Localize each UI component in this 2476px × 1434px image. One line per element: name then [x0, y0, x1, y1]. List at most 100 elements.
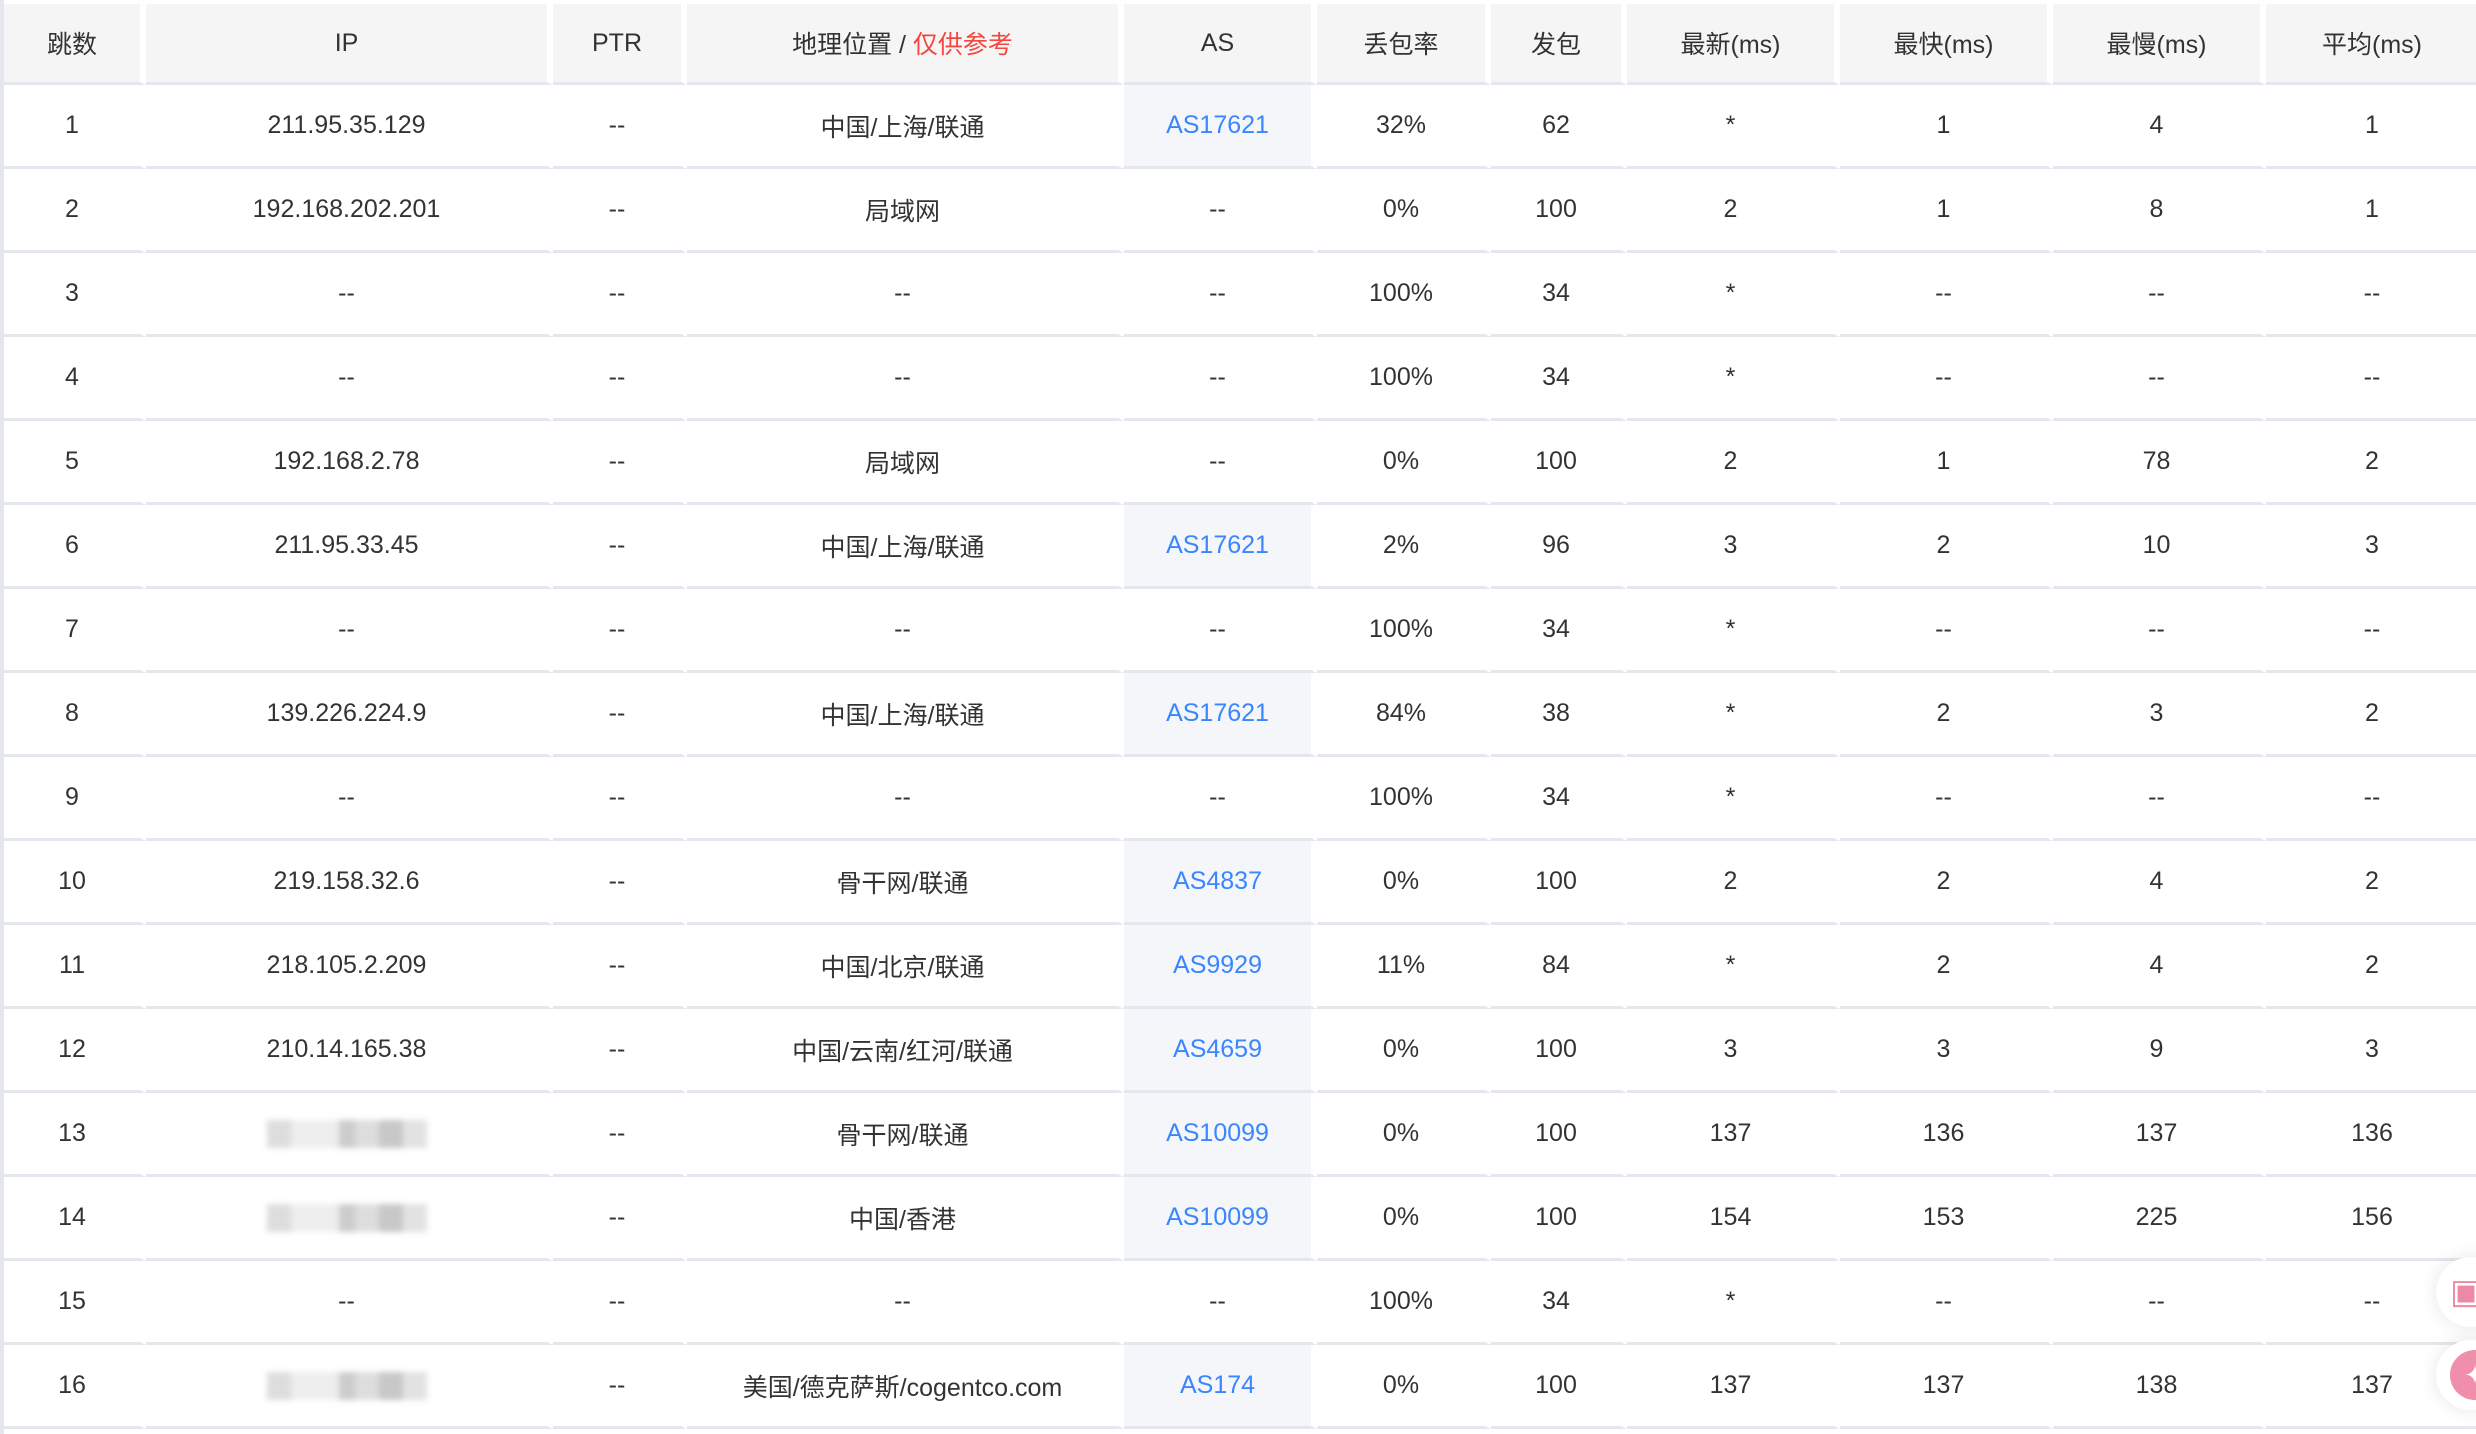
apps-sparkle-icon: ▣	[2450, 1273, 2476, 1311]
cell-ip: 192.168.202.201	[146, 169, 553, 253]
cell-sent: 100	[1491, 421, 1627, 505]
cell-geo: 中国/香港	[687, 1177, 1124, 1261]
cell-loss: 0%	[1317, 1177, 1491, 1261]
header-as: AS	[1124, 4, 1317, 85]
cell-best: --	[1840, 757, 2053, 841]
cell-ptr: --	[553, 673, 687, 757]
cell-best: 2	[1840, 925, 2053, 1009]
table-row: 10 219.158.32.6 -- 骨干网/联通 AS4837 0% 100 2 2 4 2	[4, 841, 2476, 925]
cell-geo: --	[687, 253, 1124, 337]
cell-sent: 34	[1491, 337, 1627, 421]
cell-ip: 192.168.2.78	[146, 421, 553, 505]
cell-as: AS17621	[1124, 673, 1317, 757]
as-link[interactable]: AS10099	[1166, 1119, 1269, 1147]
cell-avg: 1	[2266, 85, 2476, 169]
cell-loss: 0%	[1317, 421, 1491, 505]
cell-loss: 100%	[1317, 1261, 1491, 1345]
table-row: 3 -- -- -- -- 100% 34 * -- -- --	[4, 253, 2476, 337]
cell-hop: 11	[4, 925, 146, 1009]
cell-hop: 3	[4, 253, 146, 337]
as-link[interactable]: AS10099	[1166, 1203, 1269, 1231]
cell-avg: 156	[2266, 1177, 2476, 1261]
cell-last: *	[1627, 85, 1840, 169]
cell-as: AS17621	[1124, 85, 1317, 169]
cell-hop: 13	[4, 1093, 146, 1177]
cell-hop: 15	[4, 1261, 146, 1345]
cell-worst: 3	[2053, 673, 2266, 757]
cell-geo: 中国/上海/联通	[687, 673, 1124, 757]
cell-geo: 中国/北京/联通	[687, 925, 1124, 1009]
cell-worst: --	[2053, 589, 2266, 673]
table-row: 6 211.95.33.45 -- 中国/上海/联通 AS17621 2% 96 3 2 10 3	[4, 505, 2476, 589]
cell-ptr: --	[553, 85, 687, 169]
cell-avg: 3	[2266, 505, 2476, 589]
as-link[interactable]: AS174	[1179, 1371, 1256, 1399]
cell-last: *	[1627, 673, 1840, 757]
cell-last: 3	[1627, 1009, 1840, 1093]
cell-best: --	[1840, 337, 2053, 421]
header-ip: IP	[146, 4, 553, 85]
cell-ptr: --	[553, 925, 687, 1009]
table-row: 15 -- -- -- -- 100% 34 * -- -- --	[4, 1261, 2476, 1345]
cell-best: 2	[1840, 841, 2053, 925]
cell-best: 1	[1840, 169, 2053, 253]
cell-loss: 2%	[1317, 505, 1491, 589]
cell-geo: 骨干网/联通	[687, 841, 1124, 925]
table-row: 11 218.105.2.209 -- 中国/北京/联通 AS9929 11% 84 * 2 4 2	[4, 925, 2476, 1009]
as-link[interactable]: AS4659	[1173, 1035, 1262, 1063]
cell-sent: 100	[1491, 169, 1627, 253]
cell-best: 2	[1840, 505, 2053, 589]
cell-as: AS10099	[1124, 1177, 1317, 1261]
cell-last: *	[1627, 1261, 1840, 1345]
as-link[interactable]: AS4837	[1173, 867, 1262, 895]
cell-worst: 4	[2053, 925, 2266, 1009]
as-link[interactable]: AS9929	[1173, 951, 1262, 979]
cell-worst: 225	[2053, 1177, 2266, 1261]
cell-ptr: --	[553, 505, 687, 589]
redacted-ip	[266, 1120, 427, 1149]
cell-loss: 0%	[1317, 1345, 1491, 1429]
cell-avg: --	[2266, 589, 2476, 673]
cell-hop: 7	[4, 589, 146, 673]
cell-geo: --	[687, 757, 1124, 841]
cell-geo: 局域网	[687, 421, 1124, 505]
as-link[interactable]: AS17621	[1166, 111, 1269, 139]
cell-loss: 100%	[1317, 253, 1491, 337]
cell-avg: 136	[2266, 1093, 2476, 1177]
cell-ptr: --	[553, 421, 687, 505]
cell-geo: --	[687, 337, 1124, 421]
cell-ip: --	[146, 589, 553, 673]
cell-last: 3	[1627, 505, 1840, 589]
cell-ptr: --	[553, 1009, 687, 1093]
cell-hop: 4	[4, 337, 146, 421]
cell-best: 137	[1840, 1345, 2053, 1429]
cell-sent: 62	[1491, 85, 1627, 169]
table-row: 2 192.168.202.201 -- 局域网 -- 0% 100 2 1 8 1	[4, 169, 2476, 253]
cell-last: 2	[1627, 841, 1840, 925]
cell-sent: 100	[1491, 841, 1627, 925]
cell-geo: 中国/云南/红河/联通	[687, 1009, 1124, 1093]
cell-ptr: --	[553, 757, 687, 841]
cell-ip: --	[146, 1261, 553, 1345]
header-avg: 平均(ms)	[2266, 4, 2476, 85]
cell-worst: --	[2053, 757, 2266, 841]
cell-hop: 14	[4, 1177, 146, 1261]
cell-ip: --	[146, 337, 553, 421]
cell-avg: --	[2266, 337, 2476, 421]
cell-sent: 100	[1491, 1345, 1627, 1429]
cell-avg: 2	[2266, 673, 2476, 757]
cell-ptr: --	[553, 589, 687, 673]
cell-best: --	[1840, 253, 2053, 337]
table-row: 4 -- -- -- -- 100% 34 * -- -- --	[4, 337, 2476, 421]
header-ptr: PTR	[553, 4, 687, 85]
header-best: 最快(ms)	[1840, 4, 2053, 85]
table-row: 14 -- 中国/香港 AS10099 0% 100 154 153 225 156	[4, 1177, 2476, 1261]
cell-avg: 137	[2266, 1345, 2476, 1429]
cell-loss: 100%	[1317, 757, 1491, 841]
as-link[interactable]: AS17621	[1166, 699, 1269, 727]
cell-worst: 8	[2053, 169, 2266, 253]
cell-ip: 210.14.165.38	[146, 1009, 553, 1093]
table-row: 7 -- -- -- -- 100% 34 * -- -- --	[4, 589, 2476, 673]
as-link[interactable]: AS17621	[1166, 531, 1269, 559]
cell-geo: 中国/上海/联通	[687, 85, 1124, 169]
